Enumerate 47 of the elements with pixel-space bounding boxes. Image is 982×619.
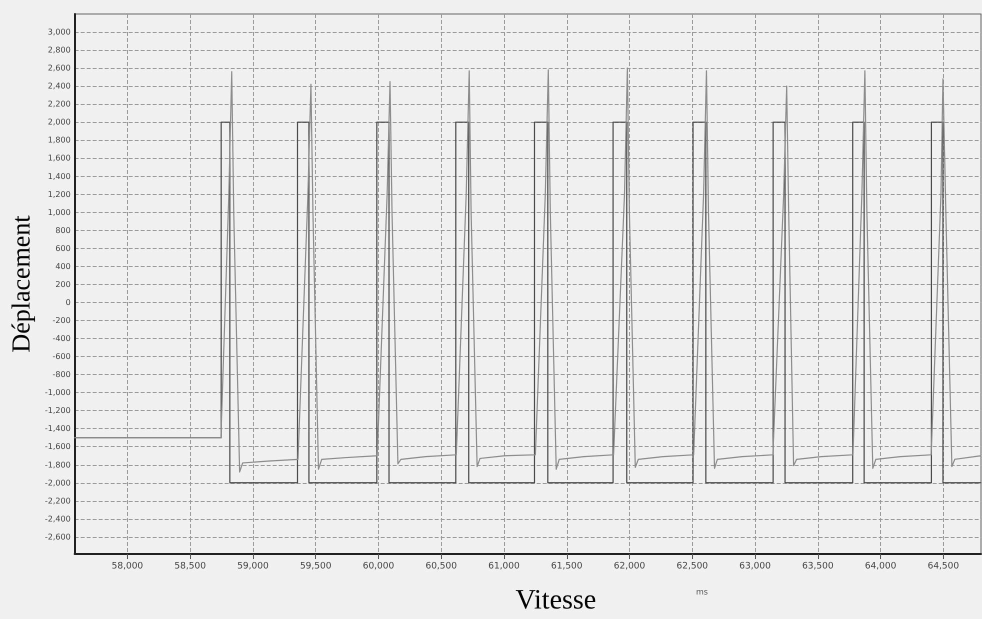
- x-tick-label: 59,000: [237, 562, 269, 572]
- y-tick-label: -1,000: [44, 388, 71, 398]
- y-tick-label: 2,200: [48, 100, 71, 109]
- y-tick-label: -2,600: [44, 532, 71, 542]
- y-tick-label: 2,000: [48, 118, 71, 127]
- x-tick-label: 63,000: [739, 562, 772, 572]
- x-tick-label: 64,000: [864, 562, 897, 572]
- text: ms: [696, 588, 708, 596]
- x-tick-label: 64,500: [928, 562, 960, 572]
- y-tick-label: -1,200: [44, 406, 71, 416]
- x-tick-label: 59,500: [300, 562, 332, 572]
- x-tick-label: 61,500: [551, 562, 583, 572]
- y-tick-label: 0: [66, 298, 71, 307]
- y-tick-label: -2,200: [44, 496, 71, 506]
- x-tick-label: 58,500: [174, 562, 206, 572]
- x-axis-title: Vitesse: [515, 584, 596, 616]
- y-tick-label: 1,400: [48, 172, 71, 181]
- y-axis-title: Déplacement: [6, 214, 36, 353]
- y-tick-label: 400: [55, 262, 71, 271]
- y-tick-label: -200: [52, 316, 71, 326]
- y-tick-label: -1,600: [44, 442, 71, 452]
- x-tick-label: 62,500: [676, 562, 708, 572]
- x-tick-label: 62,000: [614, 562, 646, 572]
- line-series: [74, 67, 982, 473]
- x-tick-label: 58,000: [112, 562, 144, 572]
- y-tick-label: 1,800: [48, 136, 71, 145]
- x-tick-label: 60,000: [362, 562, 394, 572]
- y-tick-label: 2,400: [48, 82, 71, 91]
- x-tick-label: 61,000: [488, 562, 520, 572]
- y-tick-label: 600: [55, 244, 71, 253]
- y-tick-label: -1,400: [44, 424, 71, 434]
- y-tick-label: 2,600: [48, 64, 71, 73]
- y-tick-label: 1,600: [48, 154, 71, 163]
- x-tick-label: 60,500: [425, 562, 458, 572]
- y-tick-label: 200: [55, 280, 71, 289]
- x-tick-label: 63,500: [802, 562, 834, 572]
- y-tick-label: -2,000: [44, 478, 71, 488]
- y-tick-label: -600: [52, 352, 71, 362]
- y-tick-label: 1,200: [48, 190, 71, 199]
- y-tick-label: 800: [55, 226, 71, 235]
- y-tick-label: 2,800: [48, 46, 71, 55]
- y-tick-label: 1,000: [48, 208, 71, 217]
- y-tick-label: -800: [52, 370, 71, 380]
- y-tick-label: 3,000: [48, 28, 71, 37]
- y-tick-label: -2,400: [44, 514, 71, 524]
- y-tick-label: -400: [52, 334, 71, 344]
- y-tick-label: -1,800: [44, 460, 71, 470]
